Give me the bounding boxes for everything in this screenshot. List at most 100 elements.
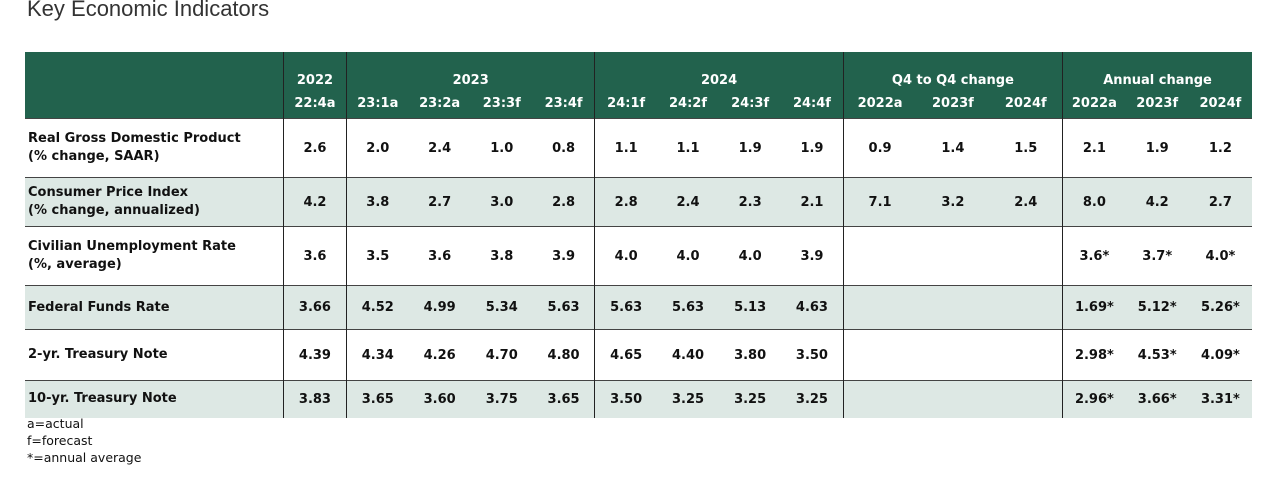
column-header: 23:4f	[532, 88, 595, 119]
table-row: Civilian Unemployment Rate (%, average) 3.…	[25, 226, 1252, 286]
value-cell	[989, 329, 1063, 381]
value-cell: 3.5	[345, 226, 409, 286]
value-cell: 3.66	[282, 285, 347, 330]
value-cell: 1.0	[470, 118, 533, 178]
value-cell	[989, 285, 1063, 330]
value-cell: 3.6*	[1062, 226, 1126, 286]
row-label: Civilian Unemployment Rate (%, average)	[25, 226, 284, 286]
row-label: Consumer Price Index (% change, annualize…	[25, 177, 284, 227]
value-cell: 5.63	[656, 285, 720, 330]
column-header: 22:4a	[282, 88, 347, 119]
value-cell: 4.0*	[1188, 226, 1252, 286]
value-cell: 3.8	[470, 226, 533, 286]
indicator-name: 2-yr. Treasury Note	[28, 347, 168, 362]
value-cell: 4.26	[408, 329, 471, 381]
value-cell: 4.63	[781, 285, 844, 330]
value-cell: 2.96*	[1062, 380, 1126, 418]
value-cell: 3.50	[594, 380, 657, 418]
value-cell: 4.70	[470, 329, 533, 381]
value-cell: 4.53*	[1125, 329, 1189, 381]
indicator-unit: (%, average)	[28, 257, 122, 272]
header-blank	[25, 52, 284, 88]
value-cell: 4.0	[656, 226, 720, 286]
indicator-name: Civilian Unemployment Rate	[28, 239, 236, 254]
value-cell: 5.26*	[1188, 285, 1252, 330]
indicator-unit: (% change, SAAR)	[28, 149, 160, 164]
value-cell: 4.65	[594, 329, 657, 381]
column-header: 24:3f	[719, 88, 782, 119]
table-row: Consumer Price Index (% change, annualize…	[25, 177, 1252, 227]
value-cell: 3.7*	[1125, 226, 1189, 286]
value-cell: 3.25	[656, 380, 720, 418]
value-cell	[842, 380, 917, 418]
column-header: 2022a	[842, 88, 917, 119]
value-cell	[842, 226, 917, 286]
value-cell: 3.25	[781, 380, 844, 418]
value-cell: 3.50	[781, 329, 844, 381]
value-cell: 2.7	[1188, 177, 1252, 227]
indicator-name: Federal Funds Rate	[28, 299, 170, 315]
value-cell: 2.0	[345, 118, 409, 178]
value-cell: 2.4	[989, 177, 1063, 227]
value-cell: 3.83	[282, 380, 347, 418]
table-row: 10-yr. Treasury Note 3.83 3.65 3.60 3.75 3.65…	[25, 380, 1252, 418]
value-cell: 3.9	[532, 226, 595, 286]
value-cell: 2.8	[594, 177, 657, 227]
value-cell: 2.8	[532, 177, 595, 227]
row-label: 10-yr. Treasury Note	[25, 380, 284, 418]
column-header: 2024f	[989, 88, 1063, 119]
value-cell: 5.13	[719, 285, 782, 330]
indicator-name: 10-yr. Treasury Note	[28, 391, 177, 407]
column-header: 23:2a	[408, 88, 471, 119]
column-header: 23:1a	[345, 88, 409, 119]
value-cell: 5.63	[594, 285, 657, 330]
value-cell: 1.4	[916, 118, 990, 178]
footnote: *=annual average	[27, 450, 142, 465]
table-row: Real Gross Domestic Product (% change, SA…	[25, 118, 1252, 178]
value-cell: 8.0	[1062, 177, 1126, 227]
value-cell: 4.52	[345, 285, 409, 330]
header-blank	[25, 88, 284, 119]
value-cell	[842, 329, 917, 381]
value-cell: 4.2	[282, 177, 347, 227]
value-cell: 3.66*	[1125, 380, 1189, 418]
value-cell: 1.5	[989, 118, 1063, 178]
value-cell: 3.0	[470, 177, 533, 227]
indicator-unit: (% change, annualized)	[28, 203, 200, 218]
column-header: 2024f	[1188, 88, 1252, 119]
column-header: 24:4f	[781, 88, 844, 119]
value-cell: 3.6	[282, 226, 347, 286]
value-cell: 1.1	[656, 118, 720, 178]
row-label: Real Gross Domestic Product (% change, SA…	[25, 118, 284, 178]
value-cell: 5.12*	[1125, 285, 1189, 330]
row-label: 2-yr. Treasury Note	[25, 329, 284, 381]
page-title: Key Economic Indicators	[27, 0, 270, 21]
row-label: Federal Funds Rate	[25, 285, 284, 330]
value-cell	[916, 329, 990, 381]
value-cell: 1.9	[781, 118, 844, 178]
column-header: 24:1f	[594, 88, 657, 119]
group-header: 2022	[282, 52, 347, 88]
value-cell: 4.2	[1125, 177, 1189, 227]
group-header: Annual change	[1062, 52, 1252, 88]
value-cell	[842, 285, 917, 330]
value-cell: 4.40	[656, 329, 720, 381]
value-cell: 2.7	[408, 177, 471, 227]
value-cell: 4.80	[532, 329, 595, 381]
value-cell: 4.34	[345, 329, 409, 381]
value-cell: 2.1	[781, 177, 844, 227]
value-cell: 3.2	[916, 177, 990, 227]
value-cell	[916, 380, 990, 418]
value-cell: 3.60	[408, 380, 471, 418]
value-cell: 2.3	[719, 177, 782, 227]
value-cell: 2.4	[656, 177, 720, 227]
value-cell: 3.65	[345, 380, 409, 418]
column-header: 2023f	[916, 88, 990, 119]
footnote: f=forecast	[27, 433, 93, 448]
value-cell: 3.31*	[1188, 380, 1252, 418]
column-header: 23:3f	[470, 88, 533, 119]
value-cell: 5.63	[532, 285, 595, 330]
value-cell	[916, 285, 990, 330]
value-cell: 2.6	[282, 118, 347, 178]
value-cell	[916, 226, 990, 286]
